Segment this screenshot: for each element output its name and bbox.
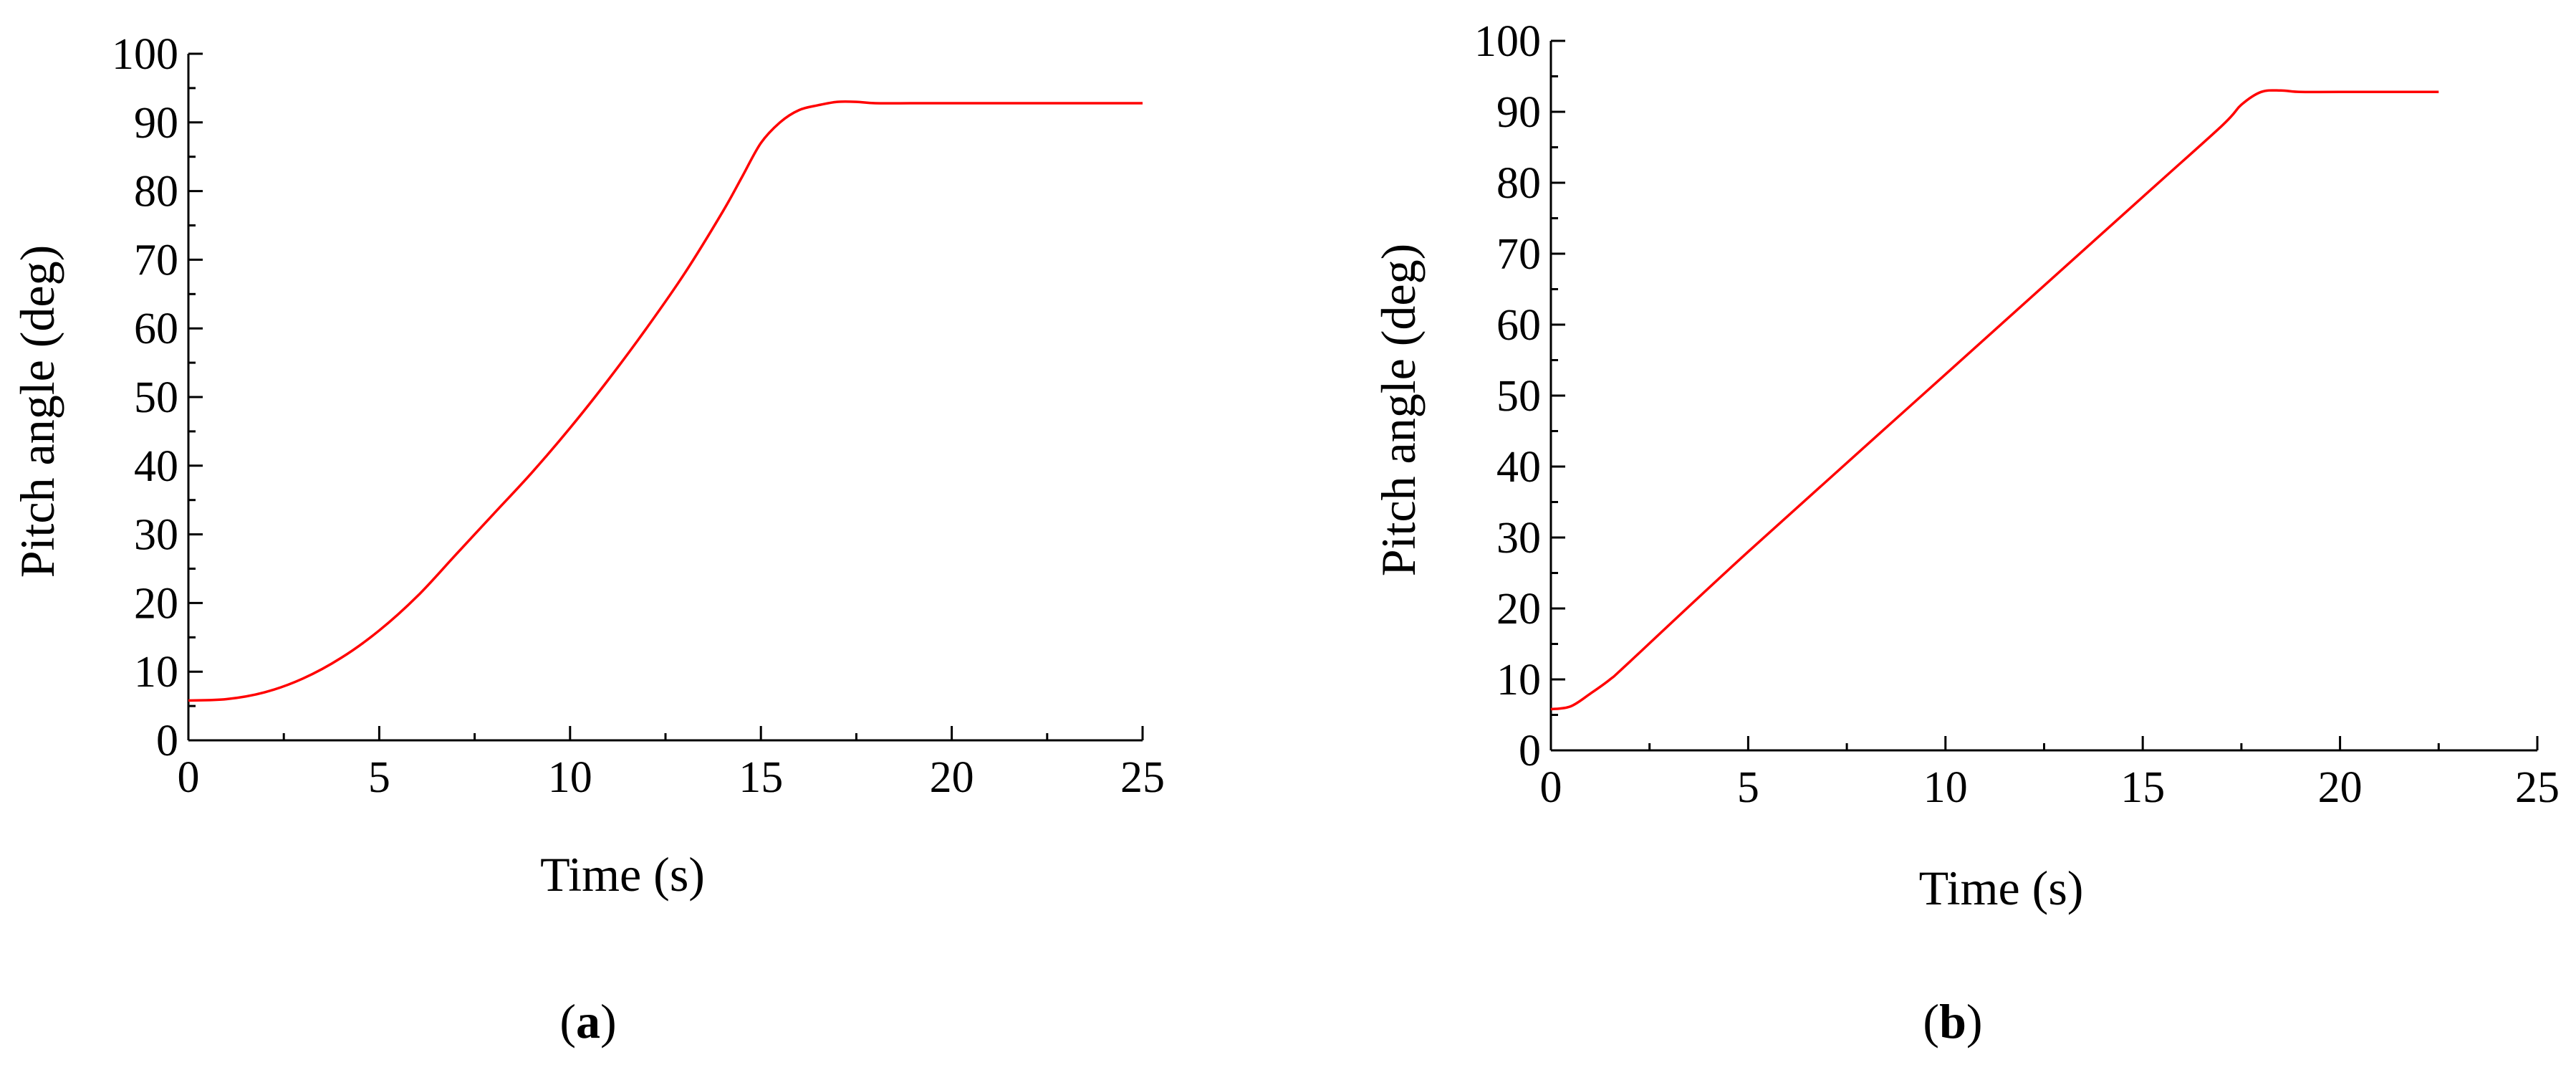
x-tick-label: 25	[2515, 763, 2560, 812]
series-line-1	[188, 100, 1143, 702]
x-axis-label: Time (s)	[540, 847, 705, 902]
y-tick-label: 80	[1496, 159, 1541, 208]
chart-panel-b: 0 10 20 30 40 50 60 70 80 90 100 0 5 10 15 20 25 Time (s)…	[1371, 17, 2560, 915]
x-tick-label: 20	[2318, 763, 2363, 812]
y-tick-label: 70	[134, 236, 178, 285]
y-tick-label: 70	[1496, 230, 1541, 279]
y-tick-label: 100	[112, 30, 178, 79]
series-line-1	[1550, 89, 2439, 711]
x-tick-label: 15	[739, 753, 783, 802]
y-tick-label: 60	[134, 305, 178, 353]
y-tick-label: 10	[1496, 656, 1541, 704]
y-tick-label: 0	[1519, 727, 1541, 775]
y-tick-label: 90	[134, 99, 178, 148]
y-tick-label: 20	[1496, 585, 1541, 634]
y-tick-label: 90	[1496, 88, 1541, 137]
x-tick-label: 15	[2120, 763, 2165, 812]
y-tick-label: 30	[1496, 514, 1541, 563]
x-tick-label: 10	[1923, 763, 1968, 812]
y-tick-label: 60	[1496, 301, 1541, 350]
x-tick-label: 10	[548, 753, 592, 802]
y-tick-label: 10	[134, 648, 178, 697]
y-axis-label: Pitch angle (deg)	[10, 245, 64, 578]
y-tick-label: 50	[1496, 372, 1541, 421]
y-tick-label: 100	[1474, 17, 1541, 66]
y-tick-label: 40	[134, 442, 178, 491]
x-tick-label: 20	[930, 753, 974, 802]
chart-panel-a: 0 10 20 30 40 50 60 70 80 90 100 0 5 10 15 20 25 Time (s)…	[10, 30, 1165, 902]
y-tick-label: 80	[134, 168, 178, 216]
x-tick-label: 5	[368, 753, 390, 802]
y-tick-label: 20	[134, 579, 178, 628]
x-axis-label: Time (s)	[1919, 861, 2084, 915]
x-tick-label: 0	[1540, 763, 1562, 812]
y-axis-label: Pitch angle (deg)	[1371, 244, 1426, 577]
x-tick-label: 0	[178, 753, 200, 802]
y-tick-label: 0	[156, 717, 178, 765]
panel-label-b: (b)	[1923, 994, 1982, 1048]
x-tick-label: 5	[1737, 763, 1759, 812]
panel-label-a: (a)	[559, 994, 616, 1048]
y-tick-label: 30	[134, 511, 178, 560]
y-tick-label: 50	[134, 373, 178, 422]
y-tick-label: 40	[1496, 443, 1541, 492]
x-tick-label: 25	[1120, 753, 1165, 802]
